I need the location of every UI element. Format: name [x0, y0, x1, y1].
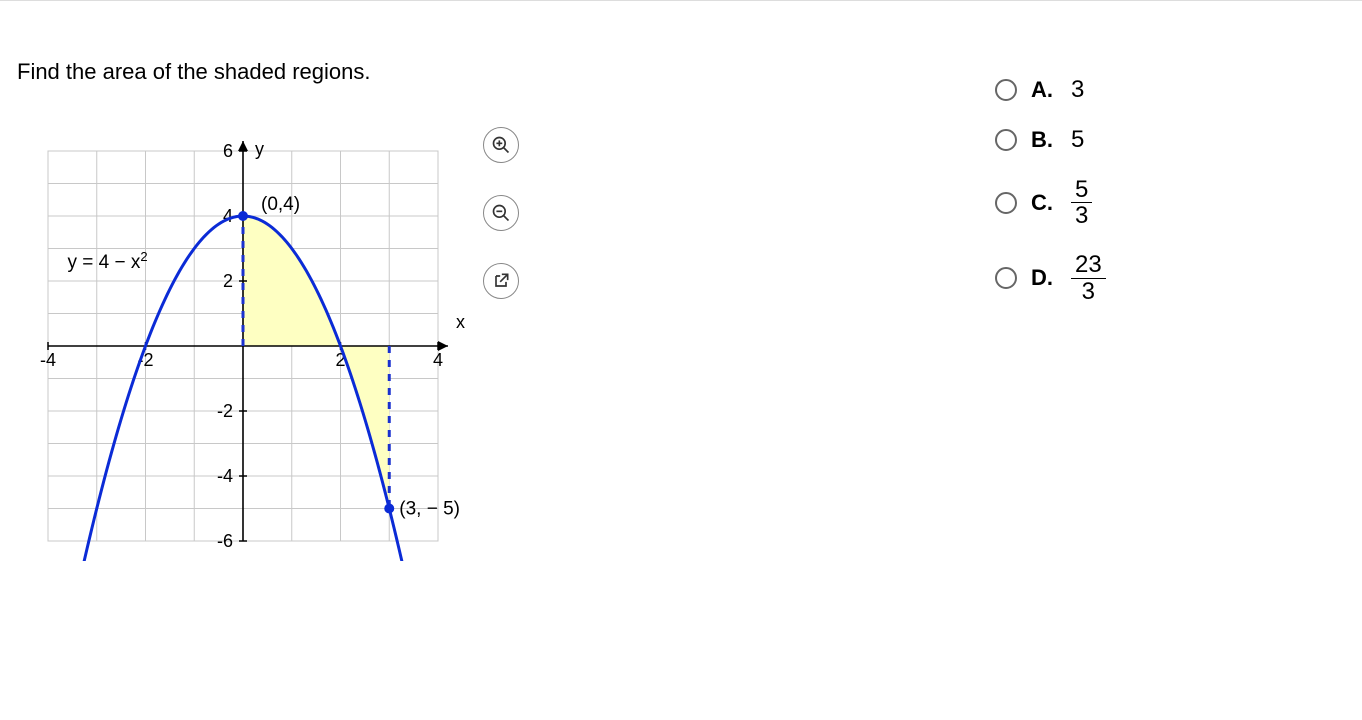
radio-c[interactable]: [995, 192, 1017, 214]
svg-text:-4: -4: [40, 350, 56, 370]
choice-value: 53: [1071, 177, 1092, 228]
equation-label: y = 4 − x2: [68, 249, 148, 274]
choice-d[interactable]: D. 233: [995, 252, 1106, 303]
popout-icon: [491, 271, 511, 291]
zoom-out-icon: [491, 203, 511, 223]
choice-letter: C.: [1031, 190, 1057, 216]
choice-value: 233: [1071, 252, 1106, 303]
choice-b[interactable]: B. 5: [995, 127, 1106, 153]
svg-text:6: 6: [223, 141, 233, 161]
choice-value: 5: [1071, 128, 1084, 152]
zoom-in-button[interactable]: [483, 127, 519, 163]
svg-text:x: x: [456, 312, 465, 332]
question-text: Find the area of the shaded regions.: [17, 59, 370, 85]
svg-text:-6: -6: [217, 531, 233, 551]
svg-text:(0,4): (0,4): [261, 194, 300, 215]
svg-text:4: 4: [433, 350, 443, 370]
radio-a[interactable]: [995, 79, 1017, 101]
chart-tools: [483, 127, 519, 299]
choice-letter: B.: [1031, 127, 1057, 153]
svg-text:2: 2: [223, 271, 233, 291]
choice-letter: A.: [1031, 77, 1057, 103]
svg-text:-2: -2: [217, 401, 233, 421]
zoom-in-icon: [491, 135, 511, 155]
svg-text:-4: -4: [217, 466, 233, 486]
svg-text:(3, − 5): (3, − 5): [399, 499, 460, 520]
choice-c[interactable]: C. 53: [995, 177, 1106, 228]
svg-text:4: 4: [223, 206, 233, 226]
radio-b[interactable]: [995, 129, 1017, 151]
zoom-out-button[interactable]: [483, 195, 519, 231]
radio-d[interactable]: [995, 267, 1017, 289]
choice-a[interactable]: A. 3: [995, 77, 1106, 103]
choice-value: 3: [1071, 78, 1084, 102]
svg-text:y: y: [255, 139, 264, 159]
chart-area: -4-224-6-4-2246(0,4)(3, − 5)y = 4 − x2xy: [28, 121, 478, 567]
answer-choices: A. 3 B. 5 C. 53 D. 233: [995, 77, 1106, 304]
choice-letter: D.: [1031, 265, 1057, 291]
popout-button[interactable]: [483, 263, 519, 299]
